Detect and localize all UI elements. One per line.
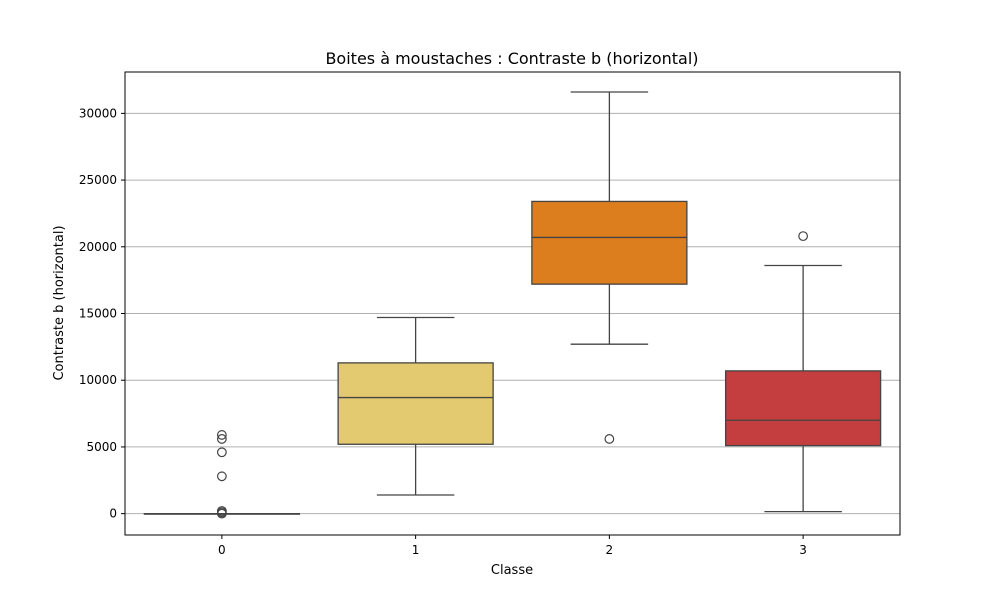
box-layer	[143, 91, 882, 519]
y-tick-label: 20000	[79, 240, 117, 254]
axis-layer: 0 5000 10000 15000 20000 25000 30000 0 1 2 3	[79, 106, 807, 557]
x-axis-label: Classe	[491, 563, 533, 578]
chart-title: Boites à moustaches : Contraste b (horiz…	[325, 49, 698, 68]
outlier-point	[798, 231, 809, 242]
x-tick-label: 3	[799, 543, 807, 557]
outlier-point	[216, 471, 227, 482]
x-tick-label: 1	[412, 543, 420, 557]
plot-frame	[124, 71, 901, 536]
box-group-2	[531, 91, 688, 444]
outlier-point	[216, 447, 227, 458]
outlier-point	[216, 430, 227, 440]
y-axis-label: Contraste b (horizontal)	[52, 225, 67, 380]
iqr-box	[531, 200, 688, 285]
box-group-1	[337, 316, 494, 496]
y-tick-label: 30000	[79, 106, 117, 120]
box-group-3	[724, 231, 882, 513]
outlier-point	[216, 434, 227, 444]
y-tick-label: 0	[109, 507, 117, 521]
iqr-box	[337, 362, 494, 445]
box-group-0	[143, 430, 301, 519]
iqr-box	[724, 370, 882, 447]
outlier-point	[604, 434, 615, 444]
outlier-point	[216, 508, 227, 519]
x-tick-label: 0	[218, 543, 226, 557]
x-tick-label: 2	[606, 543, 614, 557]
y-tick-label: 25000	[79, 173, 117, 187]
y-tick-label: 10000	[79, 373, 117, 387]
grid-layer	[125, 112, 900, 515]
y-tick-label: 5000	[86, 440, 117, 454]
y-tick-label: 15000	[79, 307, 117, 321]
